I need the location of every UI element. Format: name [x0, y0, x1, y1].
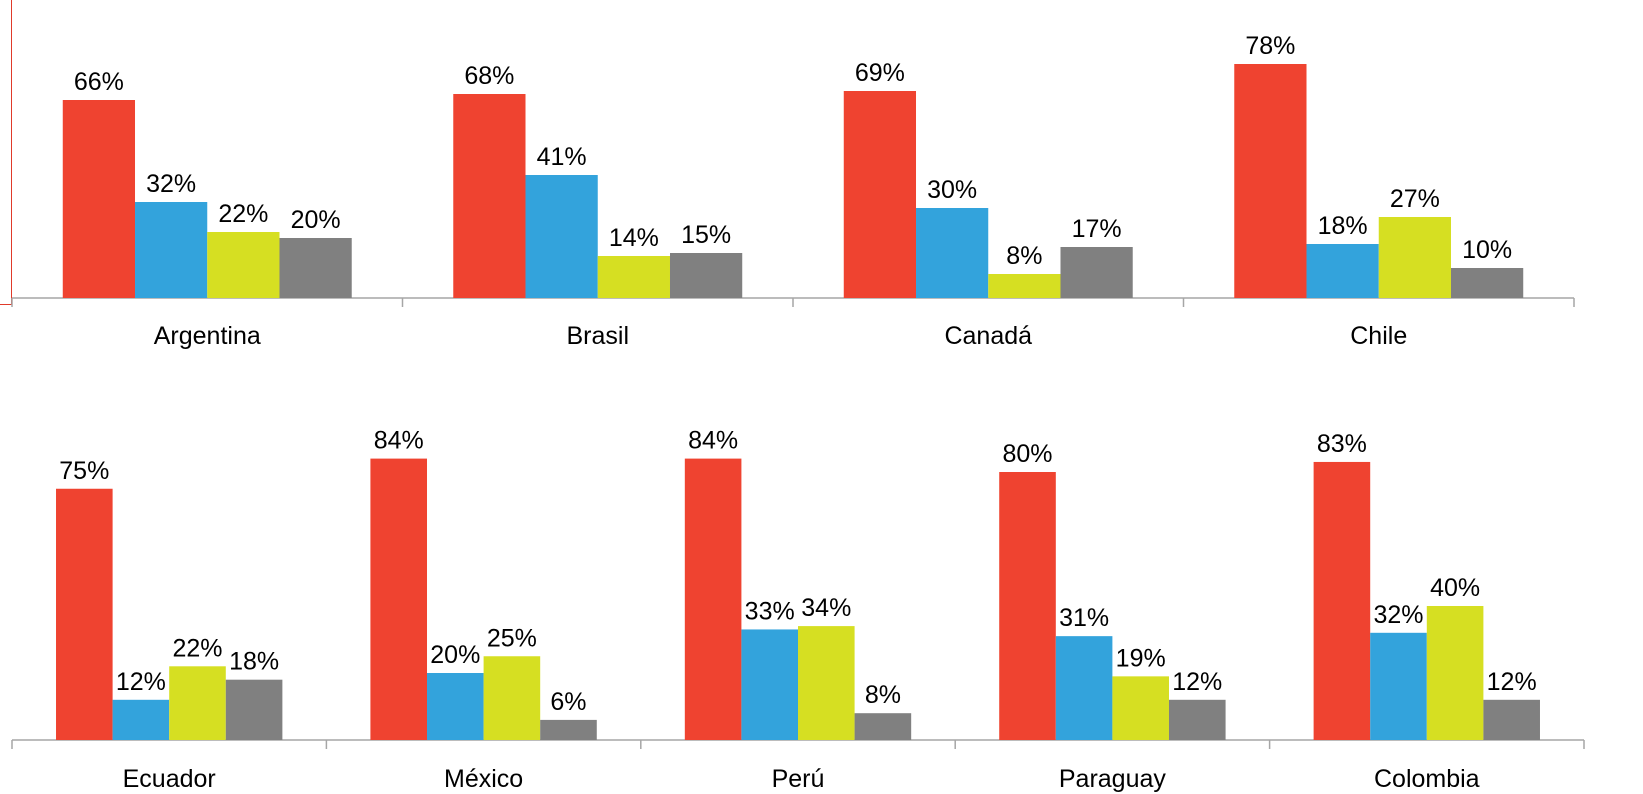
category-label: Perú [772, 765, 825, 793]
bar [1450, 268, 1524, 298]
data-label: 83% [1317, 430, 1367, 458]
data-label: 66% [74, 68, 124, 96]
data-label: 12% [1487, 668, 1537, 696]
bar [62, 100, 136, 298]
data-label: 18% [229, 648, 279, 676]
data-label: 75% [59, 457, 109, 485]
bar [798, 626, 855, 740]
data-label: 25% [487, 624, 537, 652]
bar [207, 232, 280, 298]
data-label: 31% [1059, 604, 1109, 632]
bar [525, 175, 598, 298]
data-label: 68% [464, 62, 514, 90]
data-label: 32% [1373, 601, 1423, 629]
bar [854, 713, 912, 740]
data-label: 22% [218, 200, 268, 228]
bar [427, 673, 484, 740]
data-label: 8% [1006, 242, 1042, 270]
data-label: 41% [537, 143, 587, 171]
bar [370, 458, 428, 740]
category-label: Brasil [566, 322, 629, 350]
bar [1370, 632, 1427, 740]
bar [483, 656, 541, 740]
bar [540, 719, 597, 740]
bar [999, 472, 1056, 740]
data-label: 80% [1002, 440, 1052, 468]
bar [1426, 606, 1484, 740]
bar [1306, 244, 1379, 298]
data-label: 78% [1245, 32, 1295, 60]
data-label: 32% [146, 170, 196, 198]
data-label: 84% [688, 427, 738, 455]
bar [135, 202, 208, 298]
bar [1313, 461, 1371, 740]
category-label: Chile [1350, 322, 1407, 350]
data-label: 22% [172, 634, 222, 662]
category-label: Colombia [1374, 765, 1480, 793]
bar [669, 253, 743, 298]
data-label: 84% [374, 427, 424, 455]
data-label: 17% [1072, 215, 1122, 243]
category-label: México [444, 765, 523, 793]
data-label: 12% [116, 668, 166, 696]
bar [169, 666, 226, 740]
bar [1060, 247, 1133, 298]
data-label: 10% [1462, 236, 1512, 264]
bar [1112, 676, 1169, 740]
category-label: Canadá [944, 322, 1032, 350]
bar [279, 238, 352, 298]
data-label: 15% [681, 221, 731, 249]
data-label: 69% [855, 59, 905, 87]
category-label: Argentina [154, 322, 261, 350]
data-label: 19% [1116, 644, 1166, 672]
data-label: 30% [927, 176, 977, 204]
bar [1378, 217, 1451, 298]
data-label: 33% [745, 597, 795, 625]
bar [1234, 64, 1307, 298]
data-label: 40% [1430, 574, 1480, 602]
bar [988, 274, 1061, 298]
bar [453, 94, 526, 298]
data-label: 20% [291, 206, 341, 234]
bar [684, 458, 742, 740]
bar [1483, 699, 1540, 740]
bar [1168, 699, 1226, 740]
chart-top: 66% 32% 22% 20% Argentina 68% 41% 14% 15% Brasil 6… [11, 32, 1575, 350]
bar [597, 256, 670, 298]
data-label: 34% [801, 594, 851, 622]
data-label: 20% [430, 641, 480, 669]
data-label: 6% [550, 688, 586, 716]
data-label: 8% [865, 681, 901, 709]
data-label: 27% [1390, 185, 1440, 213]
data-label: 18% [1318, 212, 1368, 240]
bar [1055, 636, 1113, 740]
bar [741, 629, 798, 740]
bar [112, 699, 170, 740]
bar [56, 488, 113, 740]
chart-bottom: 75%12%22% 18%Ecuador84%20%25%6%México84%3… [11, 427, 1585, 793]
category-label: Paraguay [1059, 765, 1167, 793]
data-label: 14% [609, 224, 659, 252]
data-label: 12% [1172, 668, 1222, 696]
chart-frame-edge [0, 0, 12, 305]
bar [843, 91, 917, 298]
bar [225, 679, 283, 740]
category-label: Ecuador [123, 765, 216, 793]
bar [916, 208, 989, 298]
